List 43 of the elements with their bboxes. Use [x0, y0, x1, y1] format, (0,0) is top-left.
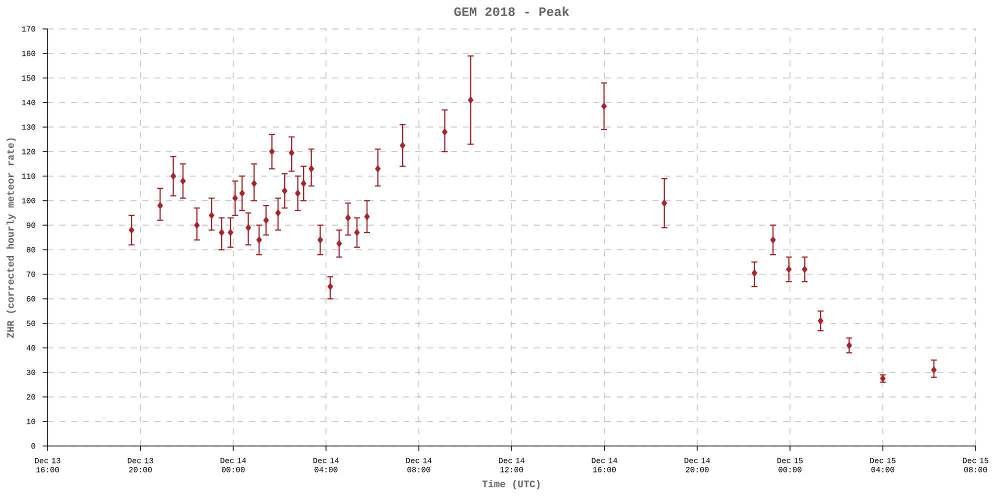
- point: [400, 142, 406, 149]
- point: [246, 224, 252, 232]
- point: [846, 342, 852, 349]
- point: [157, 202, 163, 209]
- point: [232, 194, 238, 202]
- point: [275, 209, 281, 216]
- point: [354, 228, 360, 236]
- point: [269, 148, 275, 155]
- point: [228, 228, 234, 236]
- point: [308, 165, 314, 172]
- point: [931, 366, 937, 374]
- point: [239, 190, 245, 197]
- point: [251, 180, 257, 187]
- y-axis-title: ZHR (corrected hourly meteor rate): [6, 138, 16, 338]
- point: [818, 317, 824, 324]
- point: [802, 266, 808, 273]
- point: [317, 236, 323, 244]
- point: [263, 216, 269, 224]
- point: [752, 269, 758, 276]
- point: [468, 96, 474, 104]
- point: [295, 190, 301, 197]
- point: [786, 266, 792, 273]
- point: [345, 214, 351, 222]
- point: [180, 177, 186, 184]
- point: [662, 199, 668, 206]
- chart-title: GEM 2018 - Peak: [454, 6, 570, 16]
- point: [208, 212, 214, 219]
- point: [128, 226, 134, 234]
- point: [256, 236, 262, 244]
- point: [375, 165, 381, 172]
- point: [300, 180, 306, 187]
- point: [364, 212, 370, 220]
- point: [770, 236, 776, 244]
- point: [336, 240, 342, 247]
- point: [288, 149, 294, 156]
- point: [282, 187, 288, 194]
- x-axis-title: Time (UTC): [482, 480, 540, 490]
- point: [601, 102, 607, 110]
- point: [218, 228, 224, 236]
- point: [328, 282, 334, 290]
- point: [442, 128, 448, 136]
- point: [170, 172, 176, 180]
- point: [194, 221, 200, 229]
